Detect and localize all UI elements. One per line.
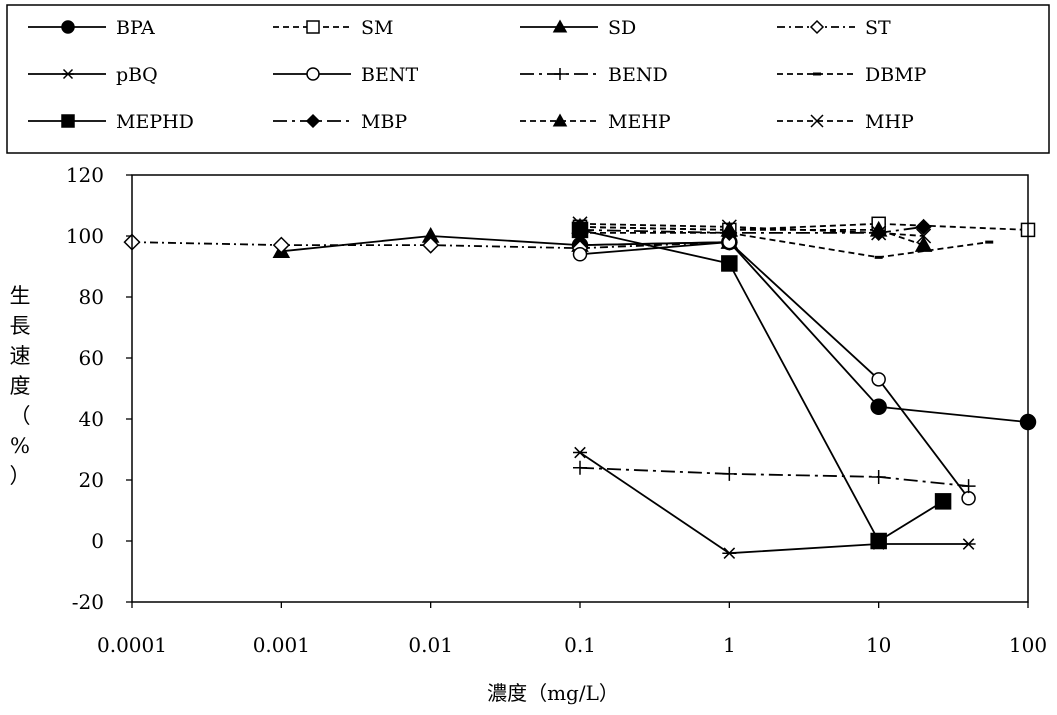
- legend-swatch-marker: [552, 19, 568, 33]
- legend-label: SM: [361, 17, 393, 39]
- data-point-dbmp: [985, 240, 994, 244]
- series-line-mhp: [579, 222, 924, 237]
- series-line-bpa: [579, 241, 1029, 423]
- data-point-mehp: [720, 220, 739, 237]
- series-line-pbq: [579, 451, 969, 555]
- series-line-mbp: [579, 226, 924, 234]
- data-point-st: [272, 236, 290, 254]
- y-tick-label: 40: [79, 407, 104, 431]
- legend-swatch-marker: [61, 114, 75, 128]
- axes: -20 0 20 40 60 80 100 120 0.0001 0.001 0.01 0.1 1 10 1…: [10, 163, 1048, 705]
- data-point-bent: [871, 372, 886, 387]
- data-point-dbmp: [874, 255, 883, 259]
- y-tick-label: -20: [72, 590, 104, 614]
- legend-swatch-marker: [813, 72, 821, 76]
- legend-box: [6, 4, 1050, 154]
- x-axis-label: 濃度（mg/L）: [487, 681, 619, 705]
- x-tick-label: 0.001: [253, 633, 310, 657]
- data-point-pbq: [573, 446, 587, 459]
- legend-swatch-marker: [62, 68, 74, 80]
- legend-label: pBQ: [116, 64, 158, 86]
- x-tick-label: 0.01: [408, 633, 453, 657]
- legend-swatch-marker: [61, 20, 75, 34]
- legend-label: BENT: [361, 64, 418, 86]
- data-point-mephd: [721, 255, 738, 272]
- plot-area: [123, 216, 1037, 559]
- legend-label: SD: [608, 17, 636, 39]
- series-line-bend: [579, 466, 969, 487]
- series-line-dbmp: [580, 231, 990, 259]
- legend-swatch-marker: [810, 114, 824, 128]
- y-tick-label: 80: [79, 285, 104, 309]
- data-point-bend: [573, 460, 587, 475]
- legend: BPA SM SD ST pBQ BENT BEND DBMP MEPHD MBP MEHP MHP: [6, 4, 1050, 154]
- data-point-mehp: [571, 217, 589, 234]
- data-point-mephd: [870, 532, 887, 550]
- data-point-bent: [961, 491, 976, 506]
- legend-swatch-marker: [305, 113, 321, 129]
- y-tick-label: 0: [91, 529, 104, 553]
- legend-label: DBMP: [865, 64, 927, 86]
- legend-swatch-marker: [554, 68, 566, 80]
- data-point-bend: [722, 466, 737, 481]
- y-axis-label: 生長速度（%）: [10, 284, 31, 488]
- y-tick-label: 60: [79, 346, 104, 370]
- series-line-mephd: [579, 229, 944, 542]
- legend-label: MEPHD: [116, 111, 194, 133]
- data-point-mhp: [916, 228, 932, 244]
- legend-label: BEND: [608, 64, 668, 86]
- legend-label: BPA: [116, 17, 155, 39]
- x-tick-label: 0.1: [564, 633, 596, 657]
- data-point-mbp: [915, 218, 932, 235]
- y-tick-label: 100: [66, 224, 104, 248]
- series-line-sd: [281, 235, 730, 253]
- legend-label: MBP: [361, 111, 407, 133]
- data-point-st: [422, 236, 440, 254]
- data-point-bent: [572, 247, 588, 262]
- x-tick-label: 1: [723, 633, 736, 657]
- data-point-pbq: [961, 538, 976, 550]
- data-point-pbq: [722, 547, 737, 559]
- x-tick-label: 100: [1009, 633, 1047, 657]
- y-tick-label: 120: [66, 163, 104, 187]
- series-line-bent: [579, 241, 970, 499]
- series-line-sm: [579, 222, 1029, 231]
- data-point-mephd: [934, 493, 952, 510]
- x-tick-label: 10: [866, 633, 891, 657]
- legend-label: MEHP: [608, 111, 671, 133]
- data-point-mhp: [572, 216, 588, 232]
- data-point-bend: [871, 469, 886, 484]
- data-point-bend: [961, 479, 976, 494]
- legend-label: ST: [865, 17, 891, 39]
- data-point-mhp: [721, 219, 737, 235]
- data-point-mehp: [914, 236, 933, 252]
- legend-swatch-marker: [306, 20, 320, 34]
- y-tick-label: 20: [79, 468, 104, 492]
- data-point-bpa: [870, 398, 887, 416]
- legend-swatch-marker: [306, 67, 320, 81]
- data-point-mhp: [871, 225, 887, 241]
- legend-swatch-marker: [552, 113, 568, 127]
- legend-label: MHP: [865, 111, 914, 133]
- legend-swatch-marker: [809, 19, 825, 35]
- x-tick-label: 0.0001: [97, 633, 167, 657]
